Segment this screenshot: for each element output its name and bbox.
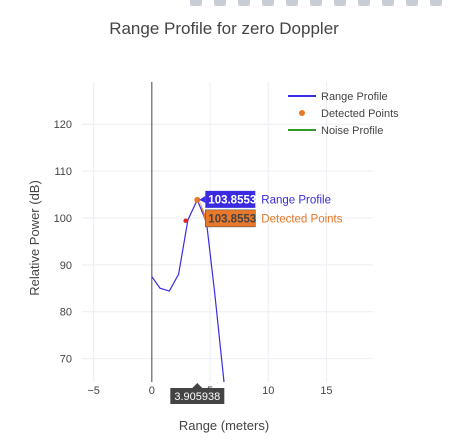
hover-point-label: 103.8553 Range Profile <box>199 190 331 208</box>
series-line-range-profile <box>151 198 225 382</box>
legend-label: Range Profile <box>321 91 388 103</box>
pan-icon[interactable] <box>238 0 250 6</box>
plot-area <box>151 196 225 382</box>
zoom-icon[interactable] <box>214 0 226 6</box>
y-tick-label: 120 <box>54 119 72 131</box>
y-axis-title: Relative Power (dB) <box>27 180 42 296</box>
zoom-out-icon[interactable] <box>286 0 298 6</box>
y-tick-label: 80 <box>60 307 72 319</box>
zoom-in-icon[interactable] <box>262 0 274 6</box>
spike-lines-icon[interactable] <box>358 0 370 6</box>
x-hover-label: 3.905938 <box>170 383 225 404</box>
legend[interactable]: Range Profile Detected Points Noise Profil… <box>288 91 399 137</box>
autoscale-icon[interactable] <box>310 0 322 6</box>
legend-marker-swatch <box>299 110 305 116</box>
x-tick-label: −5 <box>87 385 100 397</box>
tick-labels: −5051015708090100110120 <box>54 119 333 397</box>
x-tick-label: 10 <box>262 385 274 397</box>
hover-closest-icon[interactable] <box>382 0 394 6</box>
x-hover-value: 3.905938 <box>174 391 220 403</box>
x-tick-label: 0 <box>149 385 155 397</box>
y-tick-label: 100 <box>54 213 72 225</box>
hover-point-label: 103.8553 Detected Points <box>199 199 343 228</box>
x-axis-title: Range (meters) <box>179 418 269 433</box>
plotly-logo-icon[interactable] <box>430 0 442 6</box>
x-tick-label: 15 <box>320 385 332 397</box>
legend-item[interactable]: Detected Points <box>299 108 399 120</box>
chart-title: Range Profile for zero Doppler <box>109 19 339 38</box>
modebar <box>190 0 455 8</box>
y-tick-label: 90 <box>60 260 72 272</box>
hover-tooltip: 3.905938 103.8553 Range Profile 103.8553 Det… <box>170 190 343 404</box>
y-tick-label: 110 <box>54 166 72 178</box>
hover-series-name: Detected Points <box>261 213 342 225</box>
y-tick-label: 70 <box>60 354 72 366</box>
hover-series-name: Range Profile <box>261 194 331 206</box>
hover-value: 103.8553 <box>208 194 256 206</box>
hover-compare-icon[interactable] <box>406 0 418 6</box>
detected-point-marker <box>194 196 201 203</box>
legend-item[interactable]: Noise Profile <box>288 125 383 137</box>
camera-icon[interactable] <box>190 0 202 6</box>
legend-label: Noise Profile <box>321 125 383 137</box>
legend-item[interactable]: Range Profile <box>288 91 388 103</box>
point-marker <box>183 218 188 223</box>
hover-value: 103.8553 <box>208 213 256 225</box>
reset-axes-icon[interactable] <box>334 0 346 6</box>
legend-label: Detected Points <box>321 108 399 120</box>
